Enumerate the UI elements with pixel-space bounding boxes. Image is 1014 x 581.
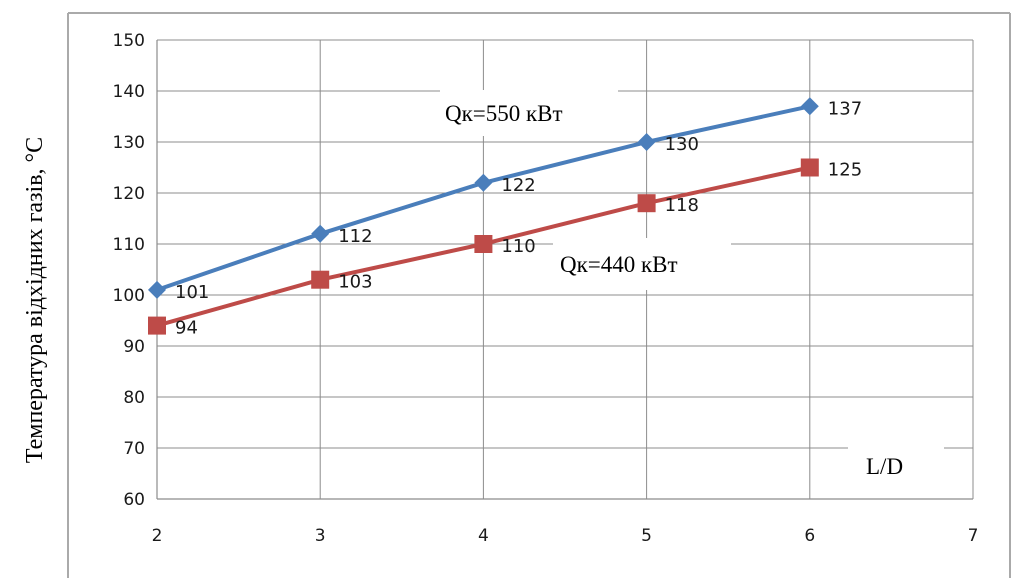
- x-axis-label: L/D: [866, 454, 903, 479]
- x-tick-label: 5: [641, 526, 652, 546]
- data-point: [474, 173, 493, 192]
- data-point: [637, 133, 656, 151]
- data-label: 125: [828, 160, 862, 181]
- series-2: 94 103 110 118 125: [148, 158, 862, 339]
- y-axis-label: Температура відхідних газів, °C: [22, 137, 48, 463]
- data-label: 130: [665, 134, 699, 155]
- y-tick-label: 140: [113, 82, 145, 102]
- series-label-bg-440: [553, 238, 731, 290]
- series-label-440: Qк=440 кВт: [560, 252, 678, 277]
- data-point: [474, 235, 493, 253]
- data-label: 94: [175, 318, 198, 339]
- x-tick-label: 7: [968, 526, 979, 546]
- data-point: [311, 224, 330, 243]
- y-tick-label: 60: [123, 490, 145, 510]
- x-tick-label: 6: [804, 526, 815, 546]
- x-axis-ticks: 2 3 4 5 6 7: [152, 526, 979, 546]
- data-label: 118: [665, 195, 699, 216]
- y-tick-label: 150: [113, 31, 145, 51]
- y-tick-label: 130: [113, 133, 145, 153]
- y-tick-label: 90: [123, 337, 145, 357]
- series-layer: 101 112 122 130 137 94 103 110 118 125: [148, 97, 862, 339]
- data-label: 122: [501, 175, 535, 196]
- data-label: 137: [828, 98, 862, 119]
- series-1: 101 112 122 130 137: [148, 97, 862, 303]
- data-point: [148, 316, 166, 335]
- y-tick-label: 110: [113, 235, 145, 255]
- y-tick-label: 70: [123, 439, 145, 459]
- data-label: 103: [338, 272, 372, 293]
- data-point: [800, 158, 819, 177]
- data-label: 112: [338, 226, 372, 247]
- data-point: [311, 270, 330, 289]
- data-point: [800, 97, 819, 116]
- data-label: 110: [501, 236, 535, 257]
- x-tick-label: 2: [152, 526, 163, 546]
- data-label: 101: [175, 282, 209, 303]
- y-tick-label: 80: [123, 388, 145, 408]
- series-label-550: Qк=550 кВт: [445, 101, 563, 126]
- x-tick-label: 4: [478, 526, 489, 546]
- y-tick-label: 100: [113, 286, 145, 306]
- data-point: [148, 280, 166, 299]
- series-label-bg-550: [440, 90, 618, 136]
- x-axis-label-bg: [848, 442, 944, 488]
- data-point: [637, 194, 656, 213]
- x-tick-label: 3: [315, 526, 326, 546]
- y-axis-ticks: 60 70 80 90 100 110 120 130 140 150: [113, 31, 145, 510]
- y-tick-label: 120: [113, 184, 145, 204]
